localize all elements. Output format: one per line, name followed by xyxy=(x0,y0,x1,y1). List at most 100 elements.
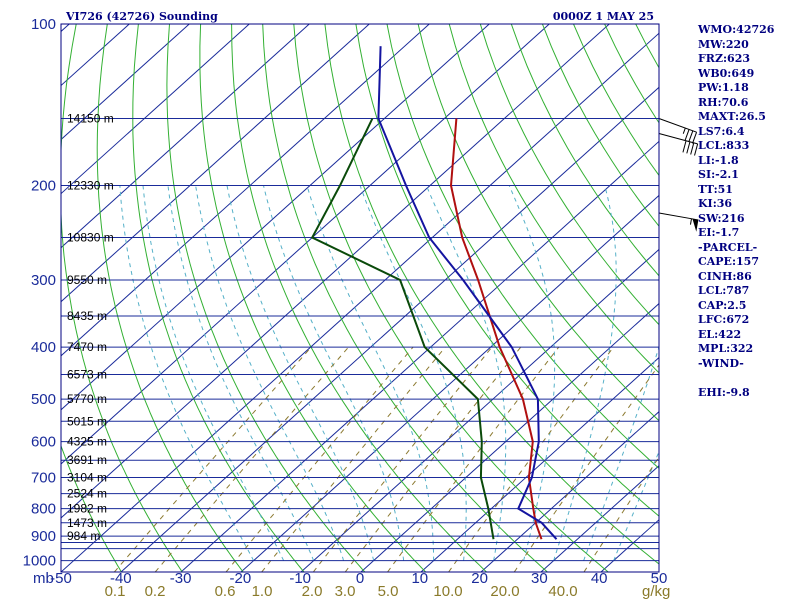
wind-barb xyxy=(658,212,699,232)
isotherm-line xyxy=(240,194,659,572)
mixing-ratio-line xyxy=(583,456,659,572)
isotherm-line xyxy=(120,86,659,572)
stat-line: LI:-1.8 xyxy=(698,153,739,167)
stat-line: CINH:86 xyxy=(698,269,752,283)
mixing-ratio-line xyxy=(113,346,312,572)
stat-line: MPL:322 xyxy=(698,342,754,355)
wind-barb-flag xyxy=(692,132,698,144)
mixing-ratio-line xyxy=(261,346,446,572)
temperature-tick-label: 30 xyxy=(531,570,548,587)
dry-adiabat xyxy=(293,24,609,572)
pressure-tick-label: 1000 xyxy=(23,553,56,570)
height-label: 8435 m xyxy=(67,309,107,323)
wind-barb xyxy=(658,118,698,144)
mixing-ratio-unit-label: g/kg xyxy=(642,583,670,600)
wind-barb xyxy=(658,133,699,156)
stat-line: EI:-1.7 xyxy=(698,226,740,239)
temperature-tick-label: -10 xyxy=(289,570,311,587)
isotherm-line xyxy=(180,140,659,572)
stat-line: SI:-2.1 xyxy=(698,168,739,181)
height-labels: 14150 m 12330 m 10830 m 9550 m 8435 m 7470 m 6… xyxy=(67,111,114,543)
temperature-tick-label: 0 xyxy=(356,570,364,587)
height-label: 6573 m xyxy=(67,368,107,382)
dry-adiabat xyxy=(61,24,183,572)
stat-line: LFC:672 xyxy=(698,313,750,326)
pressure-tick-label: 900 xyxy=(31,528,56,545)
isotherm-line xyxy=(61,24,550,465)
stat-line: -WIND- xyxy=(698,356,744,370)
dry-adiabat xyxy=(231,24,487,572)
height-label: 984 m xyxy=(67,529,100,543)
mixing-ratio-tick-label: 0.1 xyxy=(105,583,126,600)
isotherm-line xyxy=(300,248,659,572)
wind-barb-pennant xyxy=(692,218,699,232)
valid-time: 0000Z 1 MAY 25 xyxy=(553,10,654,23)
moist-adiabat xyxy=(583,345,659,561)
temperature-tick-label: -20 xyxy=(230,570,252,587)
isotherm-line xyxy=(61,32,659,572)
dry-adiabat xyxy=(61,444,122,572)
stat-line: MW:220 xyxy=(698,37,749,51)
height-label: 1473 m xyxy=(67,516,107,530)
mixing-ratio-line xyxy=(387,346,560,572)
temperature-tick-label: -40 xyxy=(110,570,132,587)
mixing-ratio-tick-label: 5.0 xyxy=(378,583,399,600)
sounding-indices-panel: WMO:42726 MW:220 FRZ:623 WB0:649 PW:1.18 RH:7… xyxy=(698,23,774,400)
height-label: 9550 m xyxy=(67,273,107,287)
stat-line: MAXT:26.5 xyxy=(698,110,766,123)
temperature-tick-label: -50 xyxy=(50,570,72,587)
dry-adiabat xyxy=(448,24,659,374)
pressure-unit-label: mb xyxy=(33,570,54,587)
isotherm-line xyxy=(61,24,610,519)
isotherm-line xyxy=(61,24,310,249)
mixing-ratio-line xyxy=(344,346,522,572)
wind-barb-half-flag xyxy=(689,218,692,225)
dry-adiabat xyxy=(262,24,548,572)
dry-adiabat xyxy=(166,24,366,572)
pressure-tick-label: 700 xyxy=(31,470,56,487)
wind-barbs xyxy=(658,118,699,232)
stat-line: EHI:-9.8 xyxy=(698,385,750,399)
mixing-ratio-tick-label: 3.0 xyxy=(335,583,356,600)
stat-line: CAP:2.5 xyxy=(698,298,747,312)
height-label: 3691 m xyxy=(67,453,107,467)
temperature-tick-label: 20 xyxy=(471,570,488,587)
stat-line: -PARCEL- xyxy=(698,240,758,254)
isotherm-line xyxy=(540,465,659,572)
parcel-trace xyxy=(377,46,558,540)
height-label: 3104 m xyxy=(67,471,107,485)
dry-adiabat xyxy=(132,24,305,572)
height-label: 2524 m xyxy=(67,487,107,501)
moist-adiabat xyxy=(142,185,285,561)
pressure-tick-label: 400 xyxy=(31,339,56,356)
dry-adiabat xyxy=(324,24,659,565)
temperature-tick-label: 10 xyxy=(411,570,428,587)
moist-adiabat xyxy=(359,185,467,561)
dry-adiabat xyxy=(355,24,659,517)
pressure-tick-labels: 100 200 300 400 500 600 700 800 900 1000 xyxy=(23,16,56,570)
isotherm-line xyxy=(480,410,659,572)
mixing-ratio-line xyxy=(225,346,414,572)
pressure-tick-label: 600 xyxy=(31,434,56,451)
mixing-ratio-tick-labels: 0.1 0.2 0.6 1.0 2.0 3.0 5.0 10.0 20.0 40.0 xyxy=(105,583,578,600)
mixing-ratio-tick-label: 20.0 xyxy=(490,583,519,600)
mixing-ratio-tick-label: 2.0 xyxy=(302,583,323,600)
stat-line: TT:51 xyxy=(698,182,733,196)
station-title: VI726 (42726) Sounding xyxy=(65,10,218,23)
stat-line: FRZ:623 xyxy=(698,52,751,65)
wind-barb-half-flag xyxy=(682,127,686,134)
wind-barb-flag xyxy=(684,129,690,141)
moist-adiabat xyxy=(425,185,507,561)
mixing-ratio-tick-label: 40.0 xyxy=(548,583,577,600)
stat-line: PW:1.18 xyxy=(698,81,749,94)
dry-adiabat xyxy=(510,24,659,277)
pressure-tick-label: 100 xyxy=(31,16,56,33)
stat-line: LCL:833 xyxy=(698,139,750,152)
height-label: 10830 m xyxy=(67,231,114,245)
isotherm-line xyxy=(360,302,659,572)
wind-barb-flag xyxy=(694,143,699,156)
stat-line: EL:422 xyxy=(698,327,742,341)
isotherm-line xyxy=(420,356,659,572)
temperature-trace xyxy=(449,118,543,540)
